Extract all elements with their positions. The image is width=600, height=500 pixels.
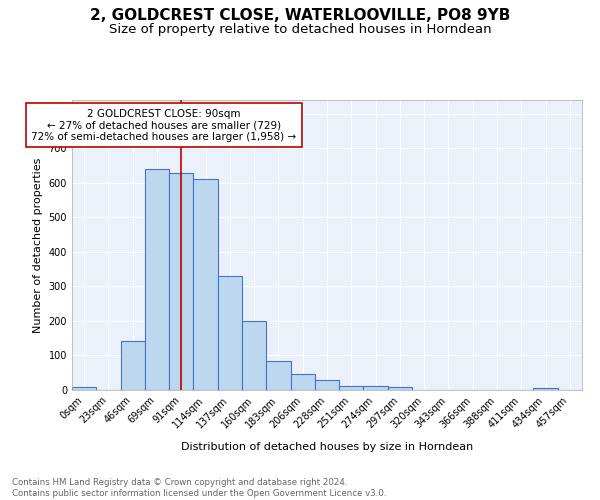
Bar <box>315 380 339 390</box>
Bar <box>533 388 558 390</box>
Bar <box>121 340 145 390</box>
Bar <box>290 374 315 390</box>
Text: Contains HM Land Registry data © Crown copyright and database right 2024.
Contai: Contains HM Land Registry data © Crown c… <box>12 478 386 498</box>
Bar <box>388 387 412 390</box>
Bar <box>339 386 364 390</box>
Text: Size of property relative to detached houses in Horndean: Size of property relative to detached ho… <box>109 22 491 36</box>
Bar <box>266 362 290 390</box>
Bar <box>169 172 193 390</box>
Bar <box>145 169 169 390</box>
Bar <box>218 276 242 390</box>
Text: 2, GOLDCREST CLOSE, WATERLOOVILLE, PO8 9YB: 2, GOLDCREST CLOSE, WATERLOOVILLE, PO8 9… <box>90 8 510 22</box>
Bar <box>72 387 96 390</box>
Y-axis label: Number of detached properties: Number of detached properties <box>33 158 43 332</box>
Bar <box>193 180 218 390</box>
Text: Distribution of detached houses by size in Horndean: Distribution of detached houses by size … <box>181 442 473 452</box>
Text: 2 GOLDCREST CLOSE: 90sqm
← 27% of detached houses are smaller (729)
72% of semi-: 2 GOLDCREST CLOSE: 90sqm ← 27% of detach… <box>31 108 296 142</box>
Bar <box>242 321 266 390</box>
Bar <box>364 386 388 390</box>
